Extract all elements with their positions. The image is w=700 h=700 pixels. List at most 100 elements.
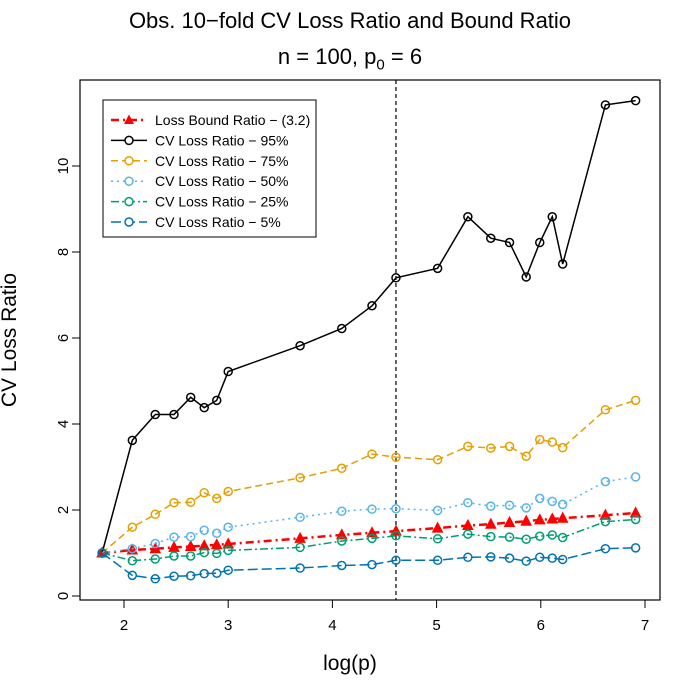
data-point [211,548,222,559]
data-point [185,551,196,561]
data-point [295,340,305,351]
data-point [184,539,197,551]
legend-marker [124,196,134,207]
legend-marker [124,114,134,124]
data-point [150,409,161,420]
data-point [521,503,531,513]
data-point [127,543,138,554]
data-point [535,434,545,445]
data-point [223,366,233,377]
x-tick-label: 4 [328,617,336,634]
data-point [547,496,558,507]
data-point [630,514,641,525]
data-point [546,512,559,524]
data-point [547,530,558,540]
series-line [101,99,636,554]
y-tick-label: 4 [55,420,72,428]
data-point [600,516,611,527]
legend-label: CV Loss Ratio − 95% [155,132,288,148]
data-point [211,528,222,538]
data-point [198,539,211,551]
data-point [367,449,377,459]
data-point [169,497,179,508]
x-tick-label: 6 [537,617,545,634]
data-point [127,555,138,566]
data-point [367,301,377,311]
data-point [599,508,612,520]
data-point [432,263,443,274]
data-point [557,499,568,510]
series-group [97,395,641,558]
legend-label: CV Loss Ratio − 5% [155,214,281,230]
data-point [127,435,138,446]
data-point [504,237,515,248]
data-point [391,555,401,566]
legend-label: CV Loss Ratio − 50% [155,173,288,189]
data-point [223,545,233,556]
data-point [630,472,641,482]
data-point [504,500,515,511]
data-point [211,568,222,578]
x-tick-label: 3 [224,617,232,634]
data-point [629,506,642,518]
data-point [199,402,209,413]
data-point [521,272,531,282]
data-point [486,552,496,562]
data-point [391,273,401,283]
data-point [557,259,568,269]
y-tick-label: 10 [55,158,72,175]
data-point [185,497,196,508]
plot-frame [79,79,661,601]
data-point [169,409,179,420]
y-tick-label: 8 [55,248,72,256]
data-point [521,556,531,566]
data-point [535,493,545,504]
data-point [486,443,496,453]
x-tick-label: 5 [432,617,440,634]
data-point [600,100,611,110]
data-point [504,553,515,563]
data-point [391,452,401,462]
series-group [96,506,642,558]
legend-marker [124,156,134,166]
data-point [484,517,497,529]
data-point [335,528,348,540]
data-point [486,233,496,243]
data-point [463,497,473,508]
x-tick-label: 2 [120,617,128,634]
data-point [535,531,545,541]
y-tick-label: 6 [55,334,72,342]
legend-label: Loss Bound Ratio − (3.2) [155,112,310,128]
data-point [211,395,222,406]
data-point [185,531,196,542]
data-point [222,537,235,549]
data-point [504,532,515,542]
x-tick-label: 7 [641,617,649,634]
x-axis-label: log(p) [323,652,377,675]
data-point [199,525,209,535]
data-point [199,488,209,498]
data-point [199,568,209,579]
data-point [391,503,401,514]
series-group [97,543,641,584]
data-point [367,559,377,570]
legend-marker [124,135,134,146]
data-point [600,476,611,487]
data-point [337,506,347,517]
data-point [463,441,473,452]
data-point [185,392,196,403]
y-tick-label: 2 [55,506,72,514]
data-point [199,547,209,558]
data-point [223,565,233,575]
data-point [127,570,138,581]
data-point [223,486,233,497]
data-point [337,536,347,546]
chart-subtitle: n = 100, p0 = 6 [277,44,423,74]
series-group [97,472,641,558]
data-point [557,442,568,453]
data-point [557,532,568,543]
data-point [391,531,401,541]
data-point [367,504,377,514]
data-point [463,529,473,539]
